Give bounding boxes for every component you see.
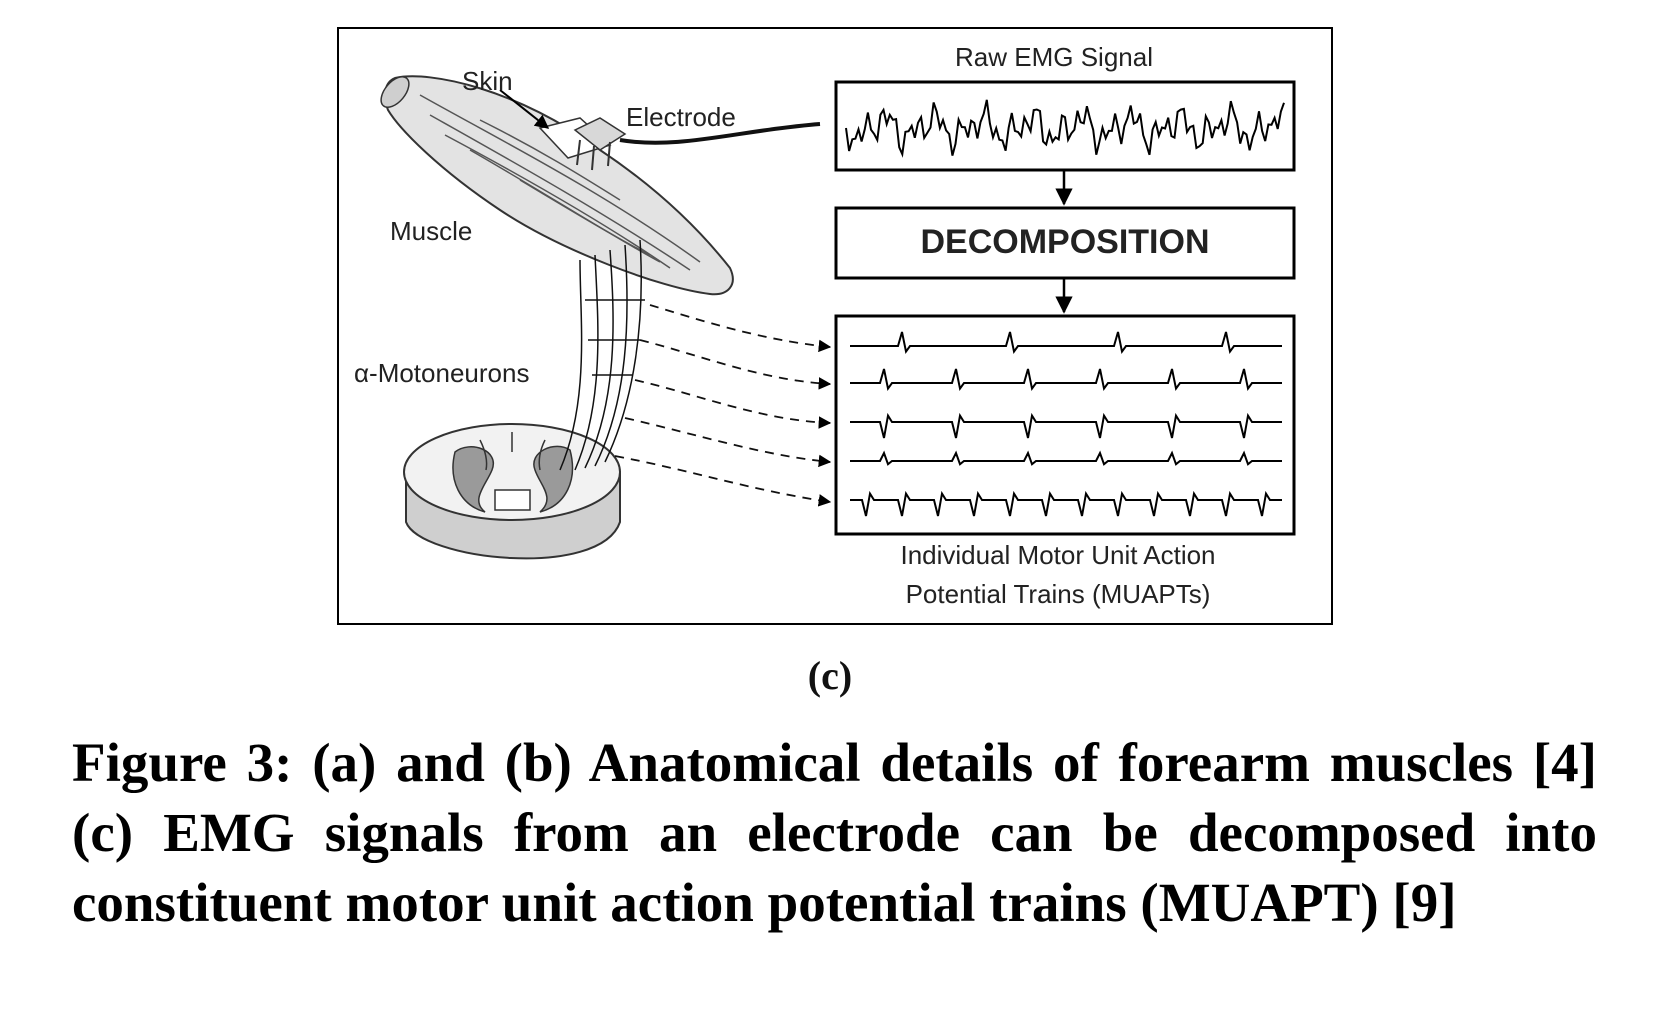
electrode-illustration — [573, 117, 821, 171]
muapt-box — [834, 314, 1296, 536]
decomposition-label: DECOMPOSITION — [920, 223, 1209, 261]
emg-decomposition-figure: Skin Electrode Muscle α-Motoneurons Raw … — [337, 27, 1333, 625]
skin-pointer-arrow — [499, 89, 550, 129]
decomposition-box — [834, 206, 1296, 280]
muapt-train-4 — [850, 450, 1282, 466]
muscle-illustration — [380, 75, 734, 296]
spinal-cord-illustration — [403, 423, 621, 560]
muapt-train-1 — [850, 331, 1282, 355]
motoneuron-fibres — [559, 239, 645, 471]
raw-emg-trace — [845, 99, 1285, 158]
figure-caption: Figure 3: (a) and (b) Anatomical details… — [72, 732, 1597, 933]
muapt-train-3 — [850, 412, 1282, 439]
electrode-label: Electrode — [626, 102, 736, 132]
muapt-train-2 — [850, 368, 1282, 392]
muapt-train-5 — [850, 490, 1282, 517]
muapt-traces — [850, 331, 1282, 517]
neuron-to-train-arrows — [614, 304, 832, 507]
raw-emg-box — [834, 80, 1296, 172]
muapt-label-line1: Individual Motor Unit Action — [900, 540, 1215, 570]
subfigure-label: (c) — [807, 653, 853, 698]
muscle-label: Muscle — [390, 216, 472, 246]
skin-label: Skin — [462, 66, 513, 96]
muapt-label-line2: Potential Trains (MUAPTs) — [906, 579, 1211, 609]
raw-emg-title: Raw EMG Signal — [955, 42, 1153, 72]
motoneurons-label: α-Motoneurons — [354, 358, 529, 388]
